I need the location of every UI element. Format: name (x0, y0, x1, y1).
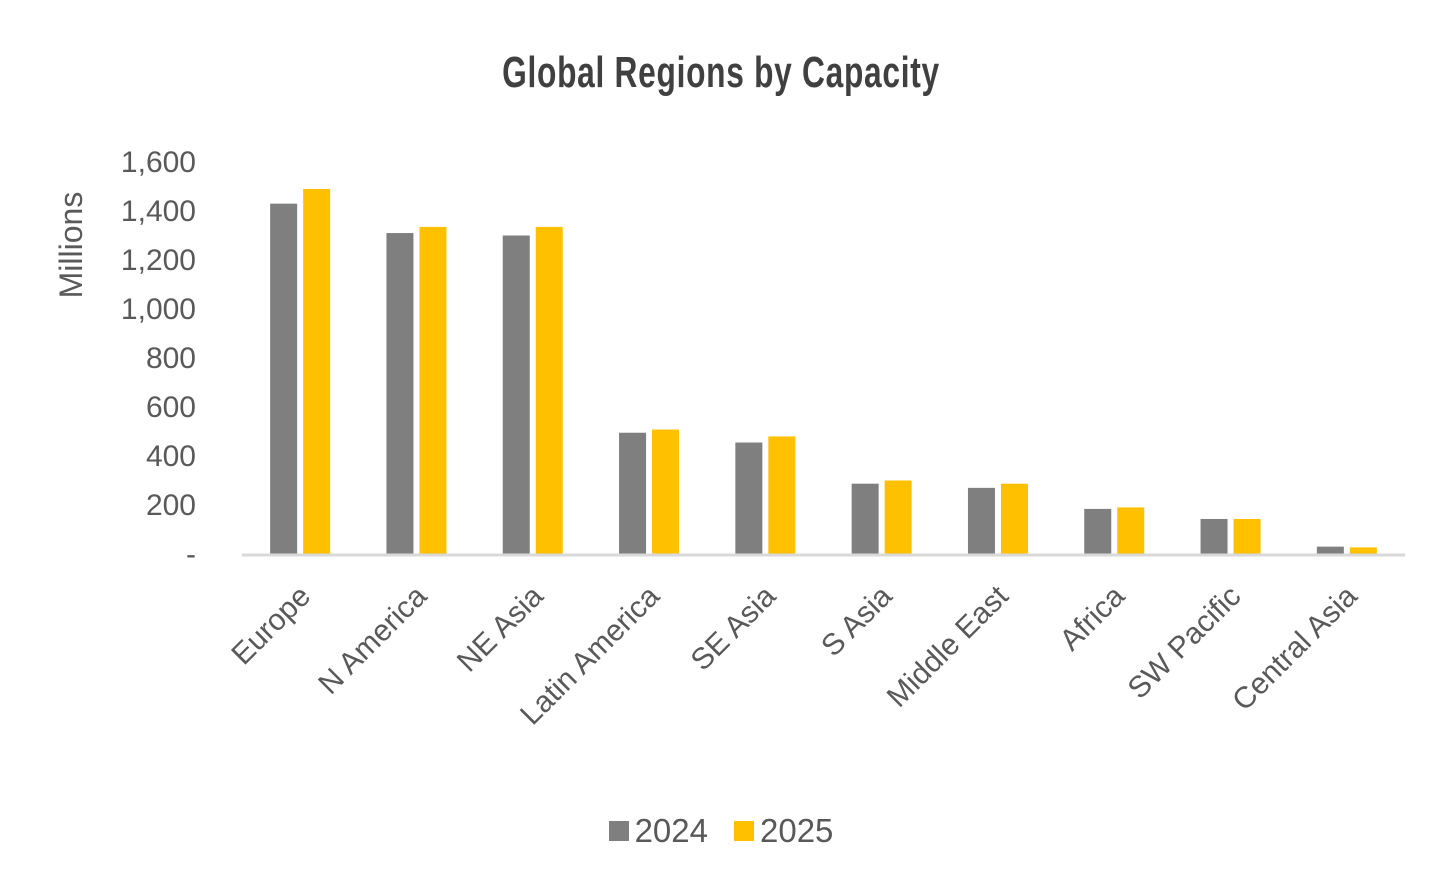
bar-2025-latin-america (652, 429, 680, 554)
y-tick-label: 1,600 (121, 146, 196, 179)
y-tick-label: 200 (146, 489, 196, 522)
x-tick-label: Africa (1054, 579, 1132, 657)
y-tick-label: 1,200 (121, 244, 196, 277)
x-tick-label: NE Asia (451, 579, 550, 678)
chart-title: Global Regions by Capacity (502, 48, 940, 97)
y-tick-label: 600 (146, 391, 196, 424)
bar-2024-central-asia (1316, 546, 1344, 554)
legend-swatch (734, 821, 754, 841)
bar-2024-latin-america (619, 432, 647, 554)
x-tick-label: S Asia (815, 579, 899, 663)
bar-2024-s-asia (851, 483, 879, 554)
bar-2025-europe (303, 188, 331, 554)
x-tick-label: SE Asia (685, 579, 783, 677)
bar-2024-n-america (386, 233, 414, 555)
bar-2025-se-asia (768, 436, 796, 554)
bar-2025-middle-east (1000, 483, 1028, 554)
y-tick-label: 800 (146, 342, 196, 375)
legend-label: 2024 (634, 812, 708, 849)
bar-2025-central-asia (1349, 547, 1377, 554)
bar-2024-se-asia (735, 442, 763, 554)
y-tick-label: 1,400 (121, 195, 196, 228)
legend-label: 2025 (760, 812, 834, 849)
bar-2024-sw-pacific (1200, 518, 1228, 554)
bar-2024-ne-asia (502, 235, 530, 554)
legend-swatch (608, 821, 629, 841)
bar-2025-s-asia (884, 480, 912, 554)
legend-item: 2025 (734, 812, 833, 850)
y-axis-label: Millions (53, 192, 89, 299)
bar-2025-n-america (419, 226, 447, 555)
bar-2024-africa (1084, 508, 1112, 554)
legend-item: 2024 (608, 812, 708, 850)
y-tick-label: - (186, 538, 196, 571)
x-tick-label: Central Asia (1226, 579, 1364, 717)
x-tick-label: SW Pacific (1122, 580, 1248, 706)
x-tick-label: Middle East (881, 579, 1016, 714)
x-tick-label: N America (312, 579, 433, 700)
x-tick-label: Europe (225, 580, 317, 672)
bar-2024-middle-east (967, 487, 995, 554)
bar-2025-sw-pacific (1233, 518, 1261, 554)
y-tick-label: 400 (146, 440, 196, 473)
bar-2024-europe (270, 203, 298, 554)
legend: 2024 2025 (0, 812, 1442, 850)
bar-2025-ne-asia (535, 226, 563, 555)
bar-2025-africa (1117, 507, 1145, 554)
y-tick-label: 1,000 (121, 293, 196, 326)
